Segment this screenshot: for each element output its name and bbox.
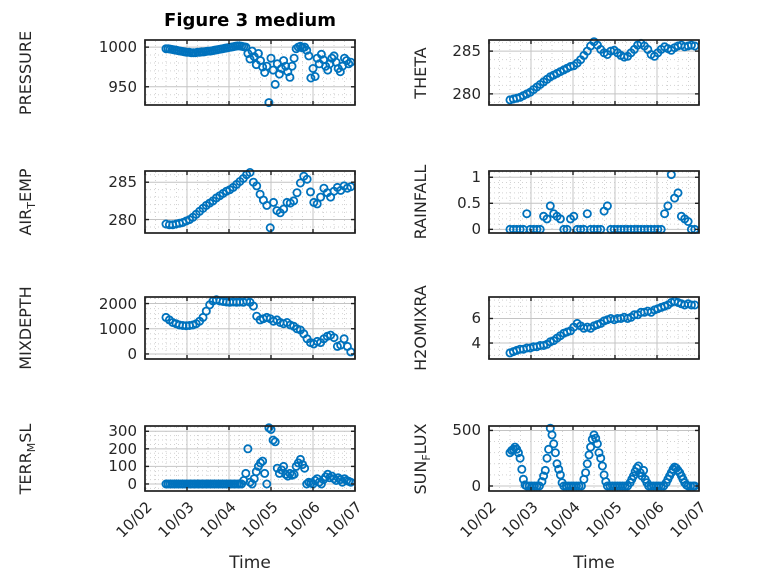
subplot-air-temp — [144, 167, 356, 234]
y-axis-label-text: TERR — [16, 451, 35, 494]
x-axis-label-right: Time — [573, 553, 615, 573]
y-axis-label-text: SUN — [411, 460, 430, 494]
y-tick-label-pressure: 950 — [108, 77, 137, 96]
y-tick-label-pressure: 1000 — [98, 38, 137, 57]
y-tick-label-rainfall: 0.5 — [457, 194, 481, 213]
y-tick-label-theta: 280 — [452, 84, 481, 103]
y-axis-label-text: EMP — [16, 168, 35, 203]
y-axis-label-text: LUX — [411, 423, 430, 454]
subplot-rainfall — [488, 170, 700, 234]
y-axis-label-text: RAINFALL — [411, 164, 430, 240]
y-axis-label-text: PRESSURE — [16, 30, 35, 115]
y-tick-label-rainfall: 0 — [471, 220, 481, 239]
subplot-terr-msl — [144, 423, 356, 492]
y-tick-label-sun-flux: 500 — [452, 421, 481, 440]
data-points-air-temp — [161, 167, 356, 233]
y-axis-label-text: AIR — [16, 208, 35, 236]
data-points-theta — [505, 37, 700, 105]
y-axis-label-text: SL — [16, 423, 35, 443]
y-axis-label-text: THETA — [411, 46, 430, 99]
y-axis-label-text: MIXDEPTH — [16, 286, 35, 370]
axes-box-rainfall — [488, 170, 700, 234]
y-tick-label-mixdepth: 0 — [127, 344, 137, 363]
subplot-theta — [488, 37, 700, 106]
y-axis-label-terr-msl: TERRMSL — [15, 374, 38, 544]
y-tick-label-air-temp: 280 — [108, 210, 137, 229]
y-tick-label-terr-msl: 0 — [127, 474, 137, 493]
figure-title: Figure 3 medium — [164, 10, 336, 31]
y-tick-label-h2omixra: 4 — [471, 334, 481, 353]
y-tick-label-terr-msl: 100 — [108, 457, 137, 476]
data-points-sun-flux — [505, 423, 700, 491]
axes-box-mixdepth — [144, 296, 356, 360]
subplot-pressure — [144, 39, 356, 108]
y-tick-label-terr-msl: 200 — [108, 439, 137, 458]
y-tick-label-h2omixra: 6 — [471, 309, 481, 328]
y-axis-label-sun-flux: SUNFLUX — [410, 374, 433, 544]
axes-box-terr-msl — [144, 425, 356, 492]
axes-box-sun-flux — [488, 425, 700, 492]
y-tick-label-theta: 285 — [452, 42, 481, 61]
axes-box-air-temp — [144, 170, 356, 234]
y-tick-label-terr-msl: 300 — [108, 422, 137, 441]
y-axis-label-subscript: T — [25, 202, 38, 209]
y-tick-label-rainfall: 1 — [471, 168, 481, 187]
y-tick-label-air-temp: 285 — [108, 173, 137, 192]
y-axis-label-subscript: M — [25, 442, 38, 452]
y-tick-label-sun-flux: 0 — [471, 477, 481, 495]
subplot-mixdepth — [144, 295, 356, 360]
data-points-pressure — [161, 41, 356, 108]
axes-box-theta — [488, 39, 700, 106]
axes-box-pressure — [144, 39, 356, 106]
subplot-h2omixra — [488, 296, 700, 360]
y-axis-label-text: H2OMIXRA — [411, 285, 430, 371]
subplot-sun-flux — [488, 423, 700, 492]
axes-box-h2omixra — [488, 296, 700, 360]
y-tick-label-mixdepth: 1000 — [98, 319, 137, 338]
data-points-terr-msl — [161, 423, 356, 489]
x-axis-label-left: Time — [229, 553, 271, 573]
data-points-mixdepth — [161, 295, 356, 357]
y-tick-label-mixdepth: 2000 — [98, 294, 137, 313]
data-points-h2omixra — [505, 296, 700, 358]
y-axis-label-subscript: F — [420, 453, 433, 461]
